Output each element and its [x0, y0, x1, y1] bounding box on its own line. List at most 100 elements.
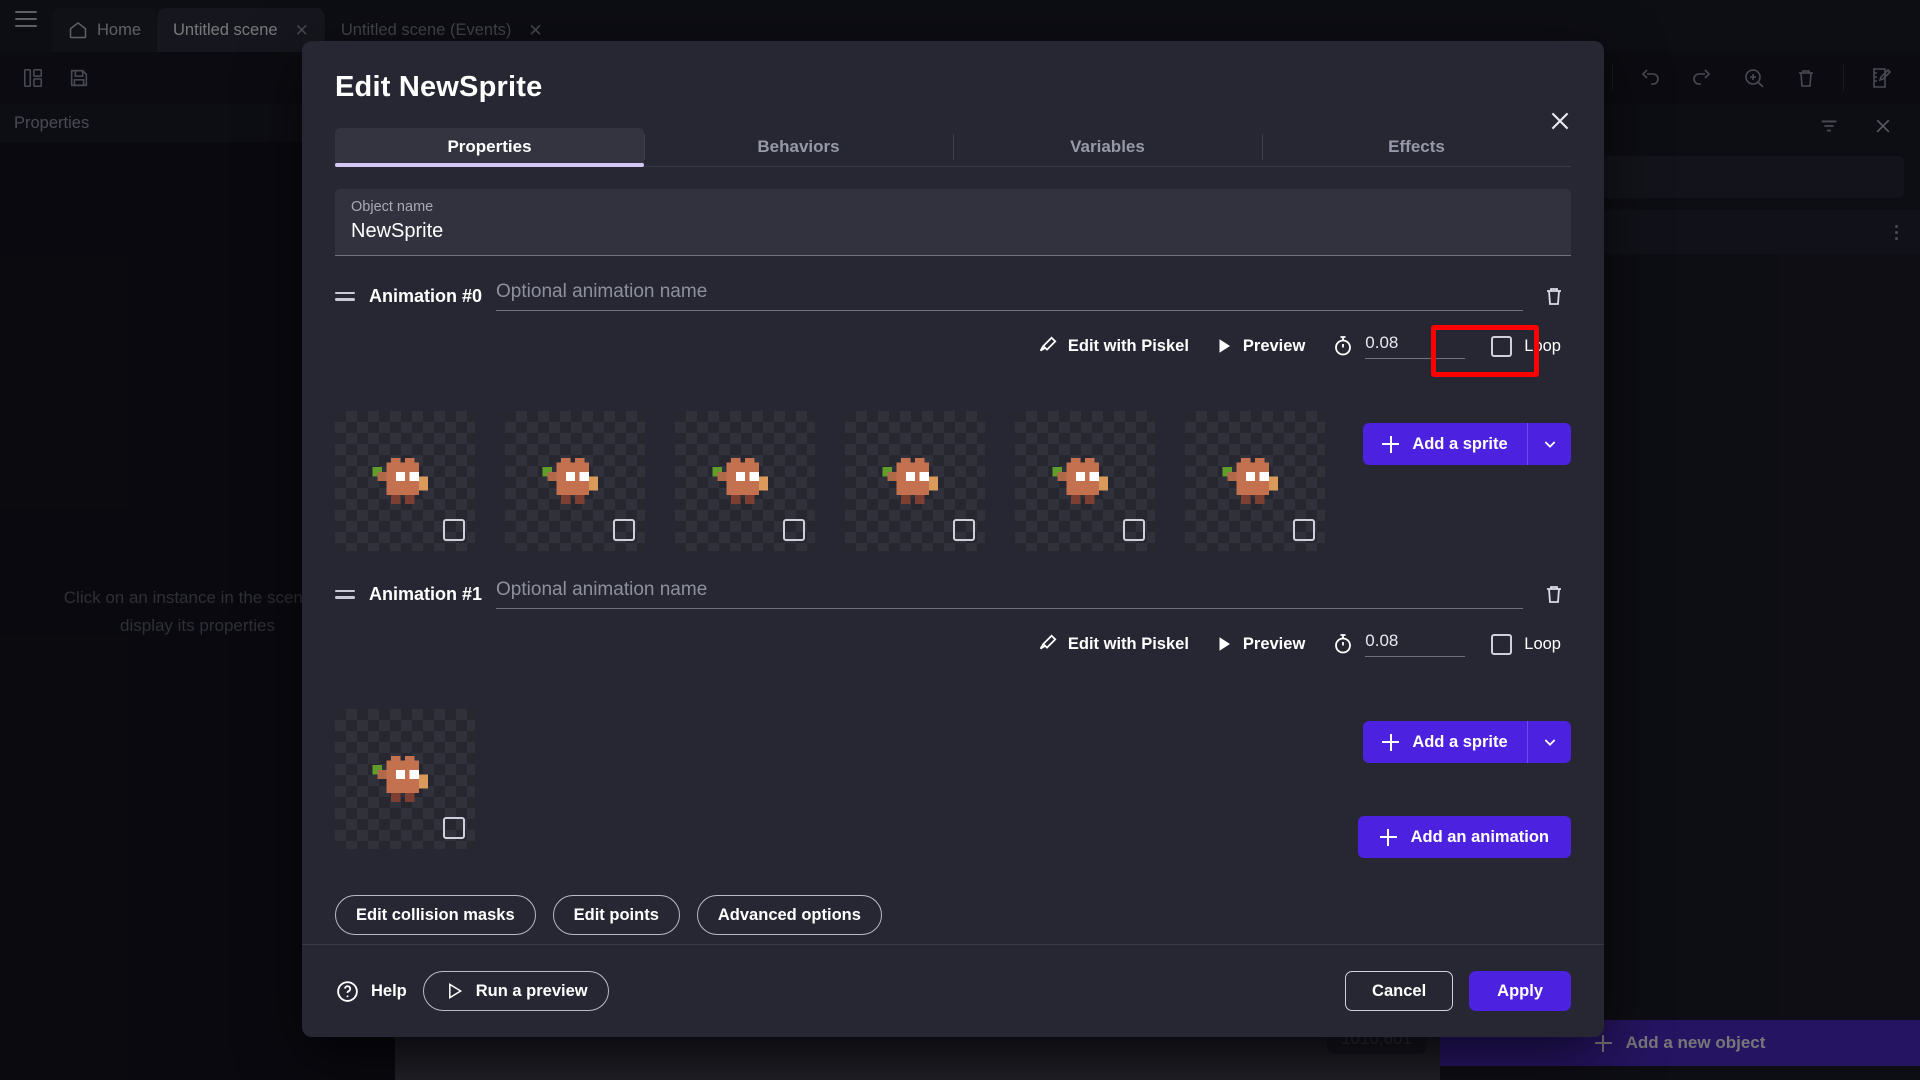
frame-select-checkbox[interactable] [783, 519, 805, 541]
edit-with-piskel-label-1: Edit with Piskel [1067, 634, 1189, 653]
edit-points-label: Edit points [573, 905, 659, 924]
tab-label: Behaviors [757, 137, 840, 156]
animation-header-1: Animation #1 Optional animation name [335, 579, 1571, 609]
animation-name-input-1[interactable]: Optional animation name [496, 579, 1523, 609]
add-animation-button[interactable]: Add an animation [1357, 816, 1571, 858]
play-outline-icon [448, 982, 462, 1000]
duration-input-0[interactable]: 0.08 [1365, 333, 1466, 359]
preview-button-1[interactable]: Preview [1215, 635, 1305, 654]
drag-handle-icon[interactable] [335, 589, 355, 599]
add-sprite-main-0[interactable]: Add a sprite [1363, 423, 1527, 465]
chevron-down-icon [1544, 739, 1555, 746]
loop-label-0: Loop [1524, 336, 1561, 355]
duration-input-1[interactable]: 0.08 [1365, 631, 1466, 657]
footer-right-group: Cancel Apply [1345, 971, 1571, 1011]
preview-label-0: Preview [1242, 336, 1306, 355]
sprite-preview [542, 457, 599, 505]
frame-list-1 [335, 709, 475, 849]
loop-label-1: Loop [1524, 634, 1561, 653]
frame-select-checkbox[interactable] [1123, 519, 1145, 541]
animation-name-input-0[interactable]: Optional animation name [496, 281, 1523, 311]
preview-button-0[interactable]: Preview [1215, 337, 1305, 356]
add-sprite-dropdown-0[interactable] [1527, 423, 1571, 465]
dialog-close-button[interactable] [1542, 103, 1578, 139]
edit-collision-masks-label: Edit collision masks [356, 905, 515, 924]
advanced-options-label: Advanced options [717, 905, 861, 924]
edit-with-piskel-button-1[interactable]: Edit with Piskel [1036, 633, 1189, 655]
object-name-field[interactable]: Object name NewSprite [335, 189, 1571, 256]
frame-select-checkbox[interactable] [443, 519, 465, 541]
play-icon [1219, 339, 1230, 353]
tab-effects[interactable]: Effects [1262, 128, 1571, 166]
tab-label: Effects [1388, 137, 1445, 156]
loop-checkbox-1[interactable] [1491, 633, 1513, 655]
animation-controls-1: Edit with Piskel Preview 0.08 Loop [335, 631, 1571, 657]
object-name-label: Object name [351, 199, 434, 215]
frame-thumbnail[interactable] [1015, 411, 1155, 551]
cancel-button[interactable]: Cancel [1345, 971, 1454, 1011]
help-label: Help [371, 981, 407, 1000]
loop-toggle-1[interactable]: Loop [1491, 633, 1561, 655]
add-animation-wrap: Add an animation [1357, 816, 1571, 858]
run-preview-label: Run a preview [475, 981, 588, 1000]
sprite-tools-row: Edit collision masks Edit points Advance… [335, 895, 1571, 935]
add-sprite-button-1[interactable]: Add a sprite [1363, 721, 1571, 763]
dialog-footer: Help Run a preview Cancel Apply [302, 945, 1604, 1037]
frame-thumbnail[interactable] [675, 411, 815, 551]
edit-collision-masks-button[interactable]: Edit collision masks [335, 895, 536, 935]
drag-handle-icon[interactable] [335, 291, 355, 301]
advanced-options-button[interactable]: Advanced options [696, 895, 882, 935]
tab-properties[interactable]: Properties [335, 128, 644, 167]
loop-toggle-0[interactable]: Loop [1491, 335, 1561, 357]
dialog-body: Object name NewSprite Animation #0 Optio… [302, 167, 1604, 944]
edit-with-piskel-button-0[interactable]: Edit with Piskel [1036, 335, 1189, 357]
add-animation-label: Add an animation [1410, 827, 1549, 846]
plus-icon [1382, 733, 1400, 751]
frame-select-checkbox[interactable] [613, 519, 635, 541]
frame-thumbnail[interactable] [845, 411, 985, 551]
animation-controls-0: Edit with Piskel Preview 0.08 Loop [335, 325, 1571, 377]
add-sprite-dropdown-1[interactable] [1527, 721, 1571, 763]
brush-icon [1039, 336, 1057, 352]
plus-icon [1379, 828, 1397, 846]
animation-title-1: Animation #1 [369, 583, 483, 604]
edit-points-button[interactable]: Edit points [552, 895, 680, 935]
tab-behaviors[interactable]: Behaviors [644, 128, 953, 166]
frame-thumbnail[interactable] [505, 411, 645, 551]
frame-select-checkbox[interactable] [1293, 519, 1315, 541]
dialog-title: Edit NewSprite [335, 71, 543, 103]
add-sprite-label-0: Add a sprite [1412, 434, 1508, 453]
delete-animation-0-icon[interactable] [1537, 284, 1571, 308]
frame-select-checkbox[interactable] [953, 519, 975, 541]
frame-thumbnail[interactable] [335, 411, 475, 551]
run-preview-button[interactable]: Run a preview [422, 971, 609, 1011]
sprite-preview [882, 457, 939, 505]
play-icon [1219, 637, 1230, 651]
duration-group-1: 0.08 [1331, 631, 1466, 657]
add-sprite-main-1[interactable]: Add a sprite [1363, 721, 1527, 763]
add-sprite-button-0[interactable]: Add a sprite [1363, 423, 1571, 465]
tab-label: Properties [447, 137, 532, 156]
apply-label: Apply [1497, 981, 1543, 1000]
add-sprite-label-1: Add a sprite [1412, 732, 1508, 751]
frames-row-0: Add a sprite [335, 385, 1571, 551]
brush-icon [1039, 634, 1057, 650]
frame-thumbnail[interactable] [335, 709, 475, 849]
apply-button[interactable]: Apply [1469, 971, 1571, 1011]
loop-checkbox-0[interactable] [1491, 335, 1513, 357]
animation-title-0: Animation #0 [369, 285, 483, 306]
tab-label: Variables [1070, 137, 1145, 156]
sprite-preview [1222, 457, 1279, 505]
plus-icon [1382, 435, 1400, 453]
tab-variables[interactable]: Variables [953, 128, 1262, 166]
frame-thumbnail[interactable] [1185, 411, 1325, 551]
edit-sprite-dialog: Edit NewSprite Properties Behaviors Vari… [302, 41, 1604, 1037]
sprite-preview [372, 457, 429, 505]
frame-select-checkbox[interactable] [443, 817, 465, 839]
help-button[interactable]: Help [335, 979, 407, 1004]
footer-left-group: Help Run a preview [335, 971, 609, 1011]
frames-row-1: Add a sprite [335, 683, 1571, 849]
delete-animation-1-icon[interactable] [1537, 582, 1571, 606]
sprite-preview [372, 755, 429, 803]
